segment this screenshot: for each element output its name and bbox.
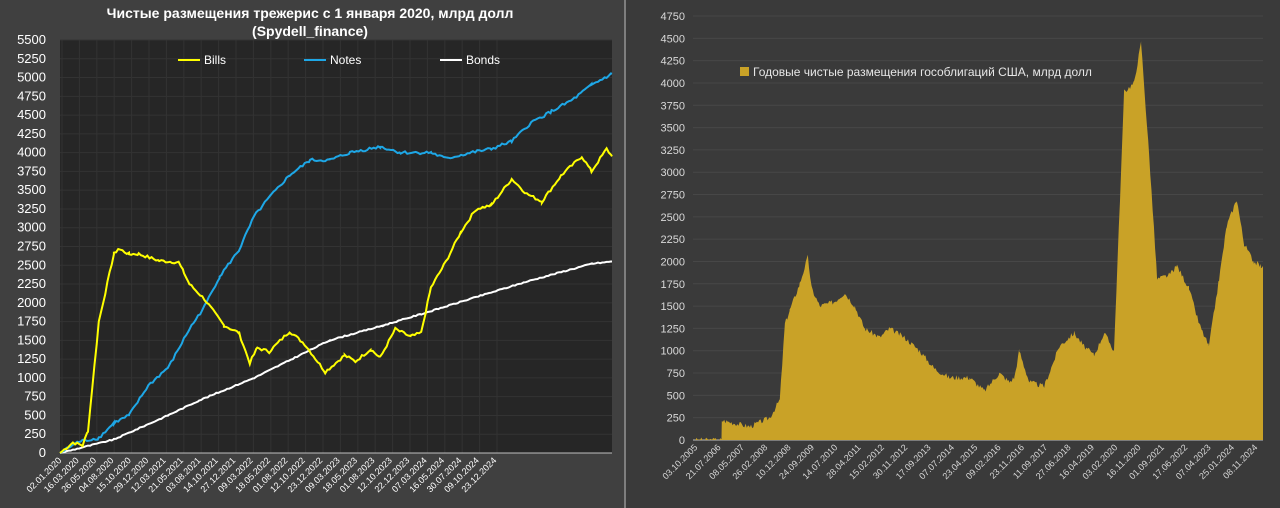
y-tick-label: 5500 bbox=[17, 32, 46, 47]
y-tick-label: 500 bbox=[667, 390, 685, 402]
y-tick-label: 2000 bbox=[17, 295, 46, 310]
left-chart-subtitle: (Spydell_finance) bbox=[252, 23, 368, 39]
left-chart-title: Чистые размещения трежерис с 1 января 20… bbox=[107, 5, 514, 21]
y-tick-label: 750 bbox=[667, 368, 685, 380]
y-tick-label: 500 bbox=[24, 407, 46, 422]
y-tick-label: 3000 bbox=[17, 220, 46, 235]
y-tick-label: 4500 bbox=[17, 107, 46, 122]
y-tick-label: 3750 bbox=[661, 100, 685, 112]
y-tick-label: 1750 bbox=[17, 314, 46, 329]
y-tick-label: 3500 bbox=[17, 182, 46, 197]
legend-label-bills: Bills bbox=[204, 53, 226, 67]
series-line-bills bbox=[59, 146, 613, 454]
legend-label-issuance: Годовые чистые размещения гособлигаций С… bbox=[753, 65, 1092, 79]
legend-label-bonds: Bonds bbox=[466, 53, 500, 67]
right-legend: Годовые чистые размещения гособлигаций С… bbox=[740, 65, 1092, 79]
y-tick-label: 4750 bbox=[661, 11, 685, 23]
y-tick-label: 250 bbox=[667, 413, 685, 425]
y-tick-label: 3250 bbox=[661, 145, 685, 157]
y-tick-label: 0 bbox=[39, 445, 46, 460]
y-tick-label: 1250 bbox=[661, 323, 685, 335]
left-legend: Bills Notes Bonds bbox=[178, 53, 500, 67]
y-tick-label: 4750 bbox=[17, 88, 46, 103]
y-tick-label: 3750 bbox=[17, 163, 46, 178]
y-tick-label: 3000 bbox=[661, 167, 685, 179]
y-tick-label: 750 bbox=[24, 389, 46, 404]
y-tick-label: 0 bbox=[679, 435, 685, 447]
y-tick-label: 2750 bbox=[661, 190, 685, 202]
y-tick-label: 2500 bbox=[661, 212, 685, 224]
issuance-area bbox=[693, 41, 1263, 441]
y-tick-label: 4000 bbox=[17, 145, 46, 160]
y-tick-label: 5000 bbox=[17, 70, 46, 85]
y-tick-label: 2250 bbox=[661, 234, 685, 246]
y-tick-label: 5250 bbox=[17, 51, 46, 66]
series-line-bonds bbox=[59, 260, 612, 454]
y-tick-label: 2000 bbox=[661, 256, 685, 268]
y-tick-label: 2500 bbox=[17, 257, 46, 272]
y-tick-label: 250 bbox=[24, 426, 46, 441]
series-line-notes bbox=[59, 72, 613, 454]
legend-swatch-issuance bbox=[740, 67, 749, 76]
y-tick-label: 2250 bbox=[17, 276, 46, 291]
y-tick-label: 4500 bbox=[661, 33, 685, 45]
y-tick-label: 1250 bbox=[17, 351, 46, 366]
y-tick-label: 1500 bbox=[661, 301, 685, 313]
y-tick-label: 2750 bbox=[17, 239, 46, 254]
y-tick-label: 1000 bbox=[17, 370, 46, 385]
y-tick-label: 4000 bbox=[661, 78, 685, 90]
y-tick-label: 3250 bbox=[17, 201, 46, 216]
y-tick-label: 1500 bbox=[17, 332, 46, 347]
y-tick-label: 3500 bbox=[661, 123, 685, 135]
y-tick-label: 4250 bbox=[17, 126, 46, 141]
y-tick-label: 1750 bbox=[661, 279, 685, 291]
y-tick-label: 4250 bbox=[661, 56, 685, 68]
legend-label-notes: Notes bbox=[330, 53, 361, 67]
y-tick-label: 1000 bbox=[661, 346, 685, 358]
